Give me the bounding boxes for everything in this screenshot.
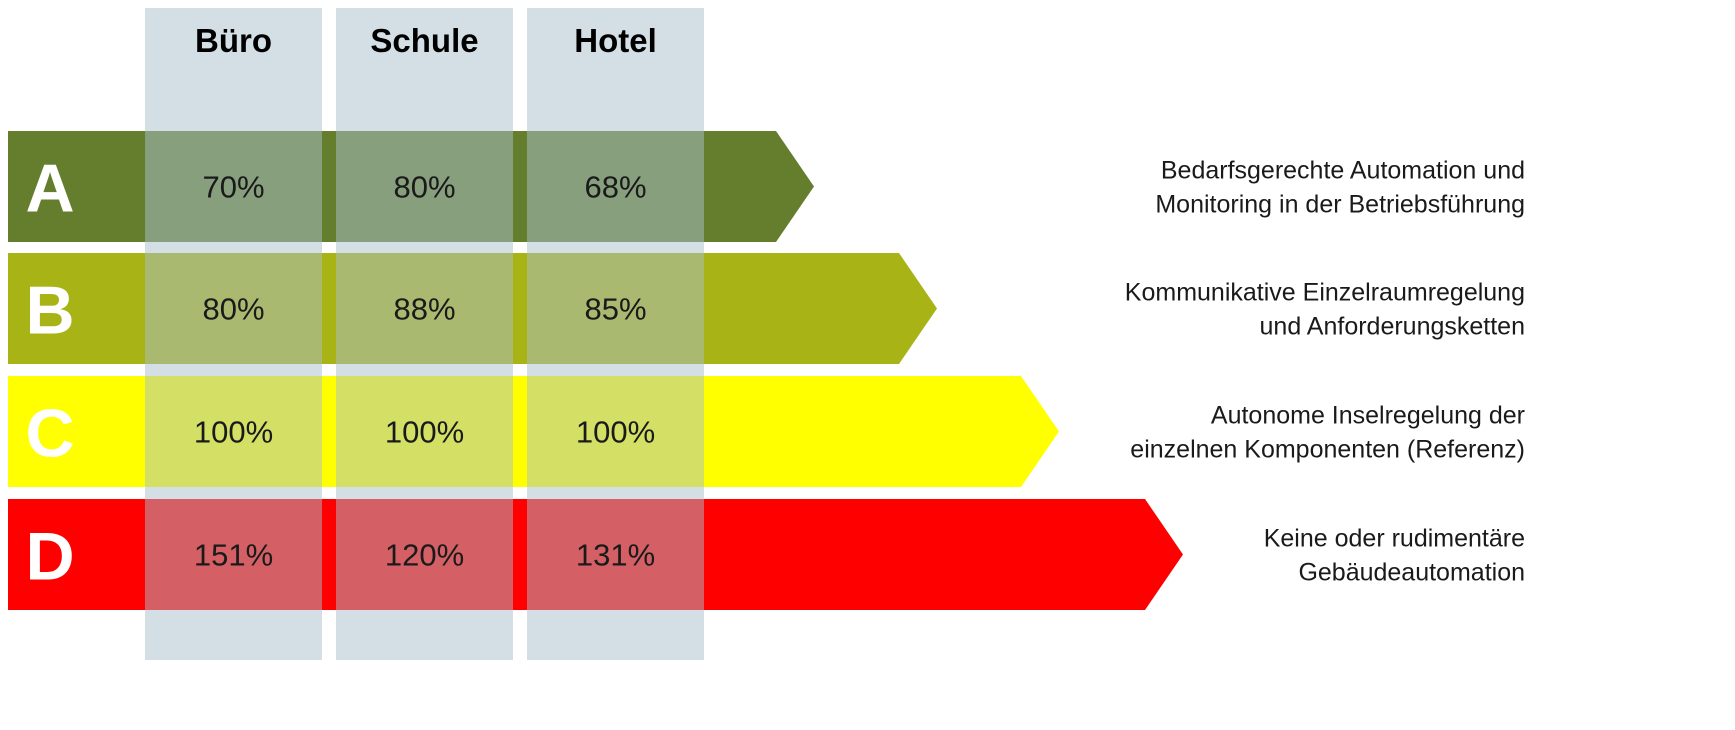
class-description-line: und Anforderungsketten <box>1260 313 1525 341</box>
class-letter: C <box>25 396 74 472</box>
cell-value: 85% <box>584 292 646 327</box>
column-header: Büro <box>195 22 272 59</box>
column-overlay-1 <box>145 8 322 660</box>
cell-value: 80% <box>202 292 264 327</box>
cell-value: 100% <box>385 415 464 450</box>
column-overlay-3 <box>527 8 704 660</box>
class-letter: B <box>25 273 74 349</box>
cell-value: 151% <box>194 538 273 573</box>
labels: Büro Schule Hotel A 70% 80% 68% Bedarfsgerechte… <box>25 22 1525 595</box>
cell-value: 100% <box>576 415 655 450</box>
cell-value: 131% <box>576 538 655 573</box>
class-description-line: Monitoring in der Betriebsführung <box>1155 191 1525 219</box>
cell-value: 120% <box>385 538 464 573</box>
cell-value: 80% <box>393 170 455 205</box>
class-description-line: Autonome Inselregelung der <box>1211 402 1525 430</box>
class-description-line: Kommunikative Einzelraumregelung <box>1125 279 1525 307</box>
column-overlay-2 <box>336 8 513 660</box>
column-header: Hotel <box>574 22 657 59</box>
class-letter: A <box>25 151 74 227</box>
column-overlays <box>145 8 704 660</box>
class-description-line: einzelnen Komponenten (Referenz) <box>1130 436 1525 464</box>
cell-value: 100% <box>194 415 273 450</box>
cell-value: 88% <box>393 292 455 327</box>
column-header: Schule <box>370 22 478 59</box>
cell-value: 70% <box>202 170 264 205</box>
class-letter: D <box>25 519 74 595</box>
class-description-line: Gebäudeautomation <box>1298 559 1525 587</box>
cell-value: 68% <box>584 170 646 205</box>
class-description-line: Bedarfsgerechte Automation und <box>1161 157 1525 185</box>
class-description-line: Keine oder rudimentäre <box>1264 525 1525 553</box>
